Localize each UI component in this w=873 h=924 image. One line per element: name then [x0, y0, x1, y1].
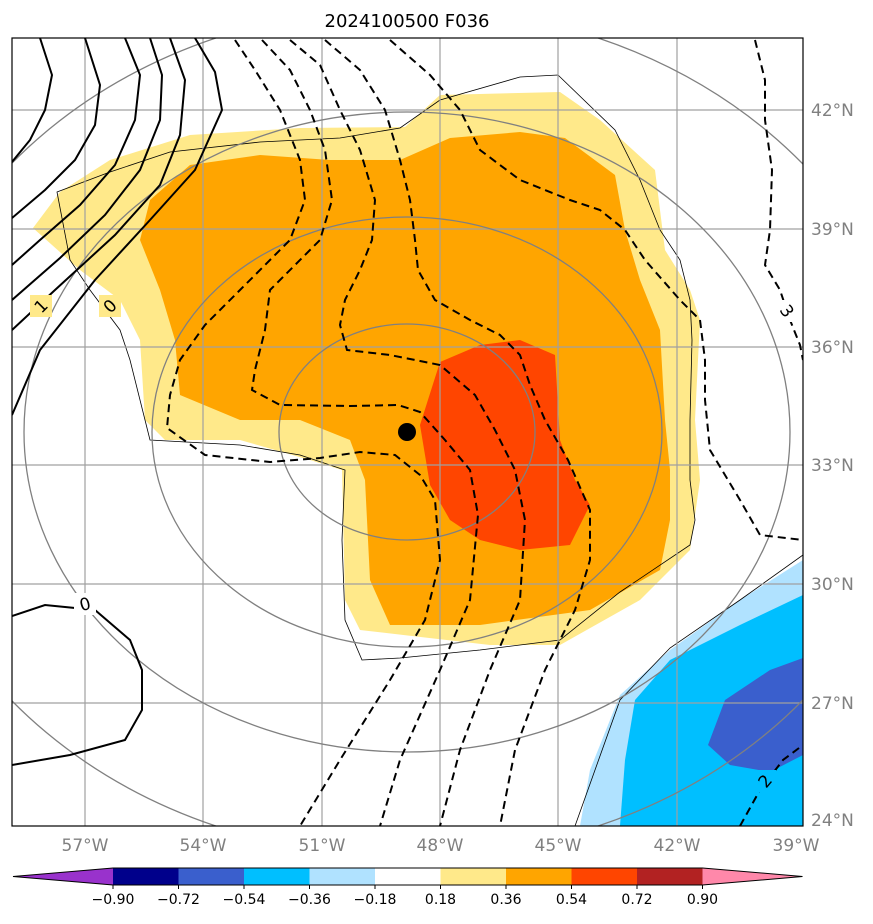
colorbar-tick-label: 0.54 — [556, 892, 587, 908]
colorbar-segment — [571, 868, 637, 885]
colorbar-tick-label: 0.36 — [490, 892, 521, 908]
colorbar-tick-label: −0.72 — [157, 892, 200, 908]
storm-center-marker — [398, 423, 416, 441]
lon-label: 54°W — [180, 836, 227, 856]
solid-contours — [12, 38, 224, 766]
colorbar-segment — [113, 868, 179, 885]
colorbar-segment — [440, 868, 506, 885]
colorbar-segment — [375, 868, 441, 885]
colorbar-segment — [244, 868, 310, 885]
fill-red-orange — [420, 340, 590, 550]
lon-label: 57°W — [62, 836, 109, 856]
figure-title: 2024100500 F036 — [325, 11, 490, 32]
lon-label: 39°W — [773, 836, 820, 856]
lat-label: 33°N — [811, 456, 854, 476]
colorbar-tick-label: 0.72 — [621, 892, 652, 908]
latitude-labels: 42°N 39°N 36°N 33°N 30°N 27°N 24°N — [811, 101, 854, 831]
coastline-south — [574, 554, 803, 826]
contour-label-bg-2 — [99, 295, 121, 317]
colorbar-extend-max — [702, 868, 803, 885]
contour-label-bg-1 — [30, 295, 52, 317]
colorbar-segment — [309, 868, 375, 885]
colorbar: −0.90 −0.72 −0.54 −0.36 −0.18 0.18 0.36 0.54 0.7… — [12, 867, 803, 908]
lat-label: 39°N — [811, 220, 854, 240]
colorbar-tick-label: 0.18 — [425, 892, 456, 908]
lat-label: 24°N — [811, 811, 854, 831]
lat-label: 30°N — [811, 575, 854, 595]
range-rings — [12, 38, 803, 826]
lon-label: 51°W — [299, 836, 346, 856]
dashed-contours — [165, 39, 803, 826]
contour-label-bg-5 — [754, 770, 776, 792]
lon-label: 45°W — [535, 836, 582, 856]
map-panel: 1 0 0 3 2 — [11, 37, 804, 827]
contour-label-0-lower: 0 — [77, 594, 93, 616]
lat-label: 27°N — [811, 694, 854, 714]
colorbar-segment — [637, 868, 703, 885]
colorbar-tick-label: −0.36 — [288, 892, 331, 908]
lat-label: 36°N — [811, 338, 854, 358]
lon-label: 42°W — [654, 836, 701, 856]
colorbar-tick-label: 0.90 — [687, 892, 718, 908]
lon-label: 48°W — [417, 836, 464, 856]
contour-label-bg-3 — [74, 593, 96, 615]
colorbar-tick-label: −0.54 — [223, 892, 266, 908]
longitude-labels: 57°W 54°W 51°W 48°W 45°W 42°W 39°W — [62, 836, 820, 856]
coastline — [56, 74, 696, 661]
map-frame — [11, 37, 804, 827]
colorbar-tick-label: −0.90 — [92, 892, 135, 908]
contour-label-bg-4 — [776, 300, 798, 322]
colorbar-tick-label: −0.18 — [354, 892, 397, 908]
fill-royal-blue — [708, 658, 803, 772]
colorbar-segment — [178, 868, 244, 885]
lat-label: 42°N — [811, 101, 854, 121]
colorbar-segment — [506, 868, 572, 885]
colorbar-extend-min — [13, 868, 113, 885]
